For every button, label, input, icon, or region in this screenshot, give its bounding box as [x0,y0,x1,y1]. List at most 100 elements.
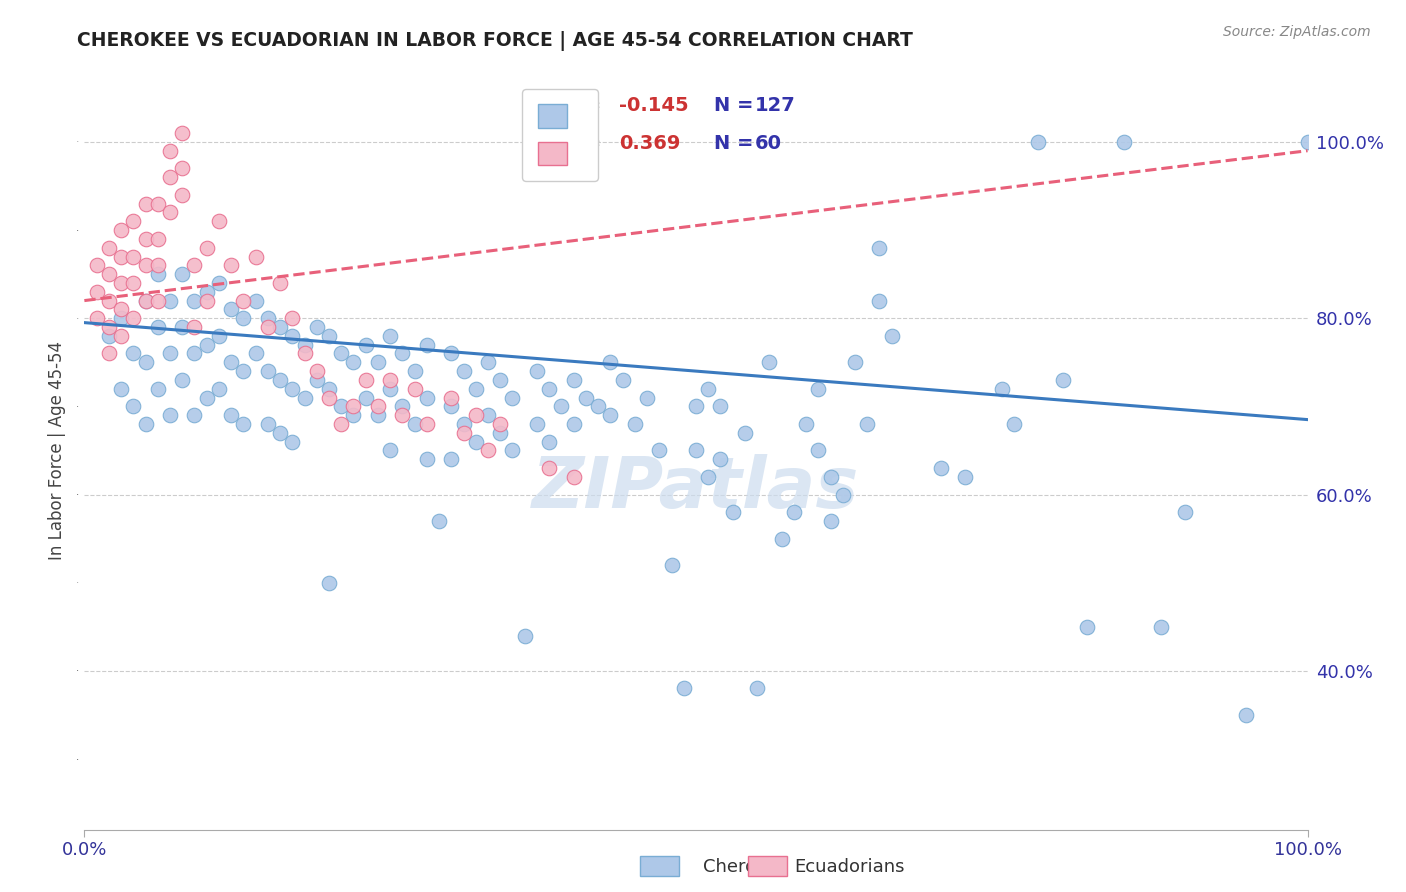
Text: R =: R = [565,96,602,115]
Point [1028,135,1050,149]
Point [159,346,181,360]
Point [953,470,976,484]
Point [354,373,377,387]
Point [562,417,585,431]
Point [489,373,512,387]
Point [464,408,486,422]
Point [269,373,291,387]
Point [869,293,891,308]
Point [257,320,280,334]
Point [758,355,780,369]
Point [404,382,426,396]
Point [807,382,830,396]
Point [269,320,291,334]
Point [97,241,120,255]
Point [453,425,475,440]
Point [342,355,364,369]
Point [380,329,402,343]
Point [416,391,439,405]
Point [440,346,463,360]
Point [612,373,634,387]
Point [526,364,548,378]
Legend: , : , [522,88,598,181]
Point [97,320,120,334]
Text: N =: N = [714,134,754,153]
Text: ZIPatlas: ZIPatlas [533,454,859,523]
Point [404,417,426,431]
Point [624,417,647,431]
Point [586,400,609,414]
Point [477,408,499,422]
Point [391,400,413,414]
Text: N =: N = [714,96,754,115]
Point [721,505,744,519]
Point [770,532,793,546]
Point [477,443,499,458]
Point [122,400,145,414]
Point [294,346,316,360]
Point [330,346,353,360]
Point [575,391,598,405]
Text: -0.145: -0.145 [619,96,689,115]
Text: CHEROKEE VS ECUADORIAN IN LABOR FORCE | AGE 45-54 CORRELATION CHART: CHEROKEE VS ECUADORIAN IN LABOR FORCE | … [77,31,914,51]
Point [318,575,340,590]
Point [929,461,952,475]
Point [135,232,157,246]
Point [342,408,364,422]
Point [1002,417,1025,431]
Point [550,400,572,414]
Point [440,400,463,414]
Point [219,302,242,317]
Point [195,337,218,351]
Point [183,293,205,308]
Point [97,329,120,343]
Point [783,505,806,519]
Point [245,250,267,264]
Point [526,417,548,431]
Point [110,329,132,343]
Point [110,311,132,326]
Point [245,346,267,360]
Point [747,681,769,696]
Point [856,417,879,431]
Text: 60: 60 [755,134,782,153]
Point [416,417,439,431]
Point [135,258,157,272]
Point [232,417,254,431]
Point [135,417,157,431]
Point [294,337,316,351]
Point [159,170,181,185]
Point [464,382,486,396]
Point [135,196,157,211]
Point [1076,620,1098,634]
Point [991,382,1014,396]
Point [318,382,340,396]
Point [464,434,486,449]
Point [440,452,463,467]
Point [844,355,866,369]
Point [794,417,817,431]
Point [1150,620,1173,634]
Point [599,355,621,369]
Point [404,364,426,378]
Point [183,258,205,272]
Point [257,417,280,431]
Point [1296,135,1319,149]
Point [453,364,475,378]
Point [354,337,377,351]
Point [195,293,218,308]
Point [869,241,891,255]
Point [1052,373,1074,387]
Point [1114,135,1136,149]
Point [538,461,561,475]
Point [294,391,316,405]
Point [391,346,413,360]
Point [232,293,254,308]
Point [281,329,304,343]
Point [330,400,353,414]
Point [110,276,132,290]
Point [146,320,169,334]
Point [122,250,145,264]
Point [245,293,267,308]
Point [318,391,340,405]
